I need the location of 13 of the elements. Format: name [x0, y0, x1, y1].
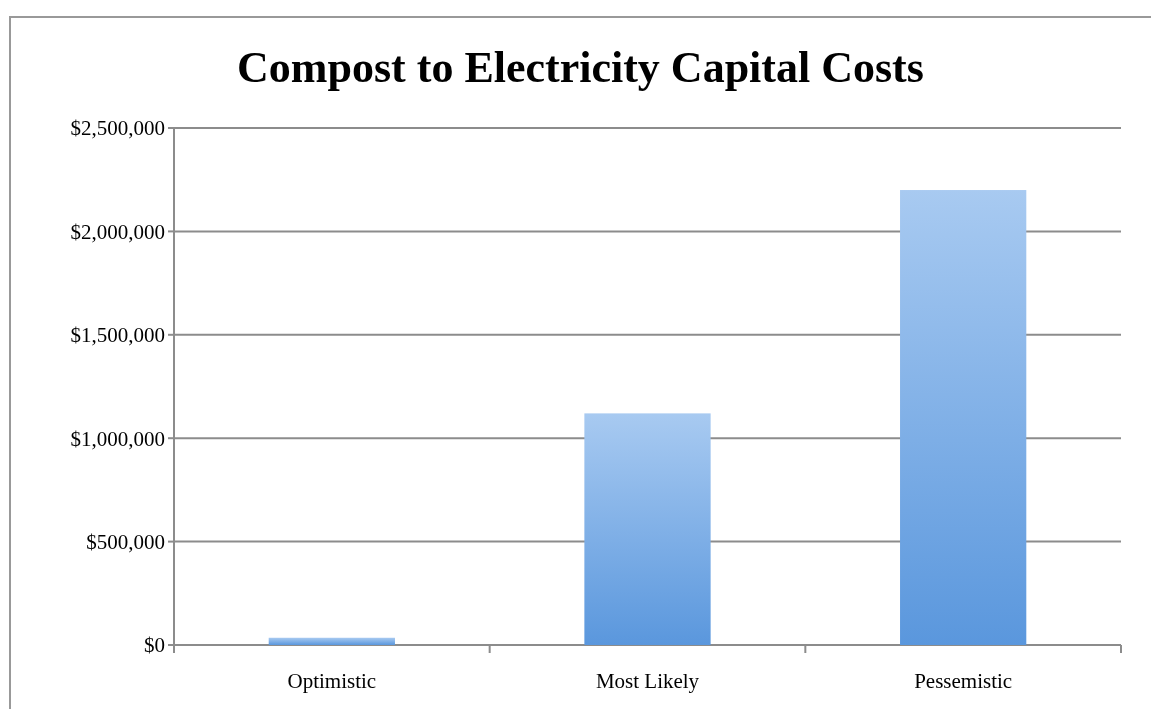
bar [584, 413, 711, 645]
y-tick-label: $1,000,000 [70, 426, 165, 451]
x-tick-label: Most Likely [595, 669, 700, 693]
bar [900, 190, 1027, 645]
chart-title: Compost to Electricity Capital Costs [237, 43, 924, 92]
y-tick-label: $500,000 [86, 529, 165, 554]
x-tick-label: Optimistic [287, 669, 377, 693]
y-tick-label: $2,500,000 [70, 116, 165, 141]
y-tick-label: $2,000,000 [70, 219, 165, 244]
y-tick-label: $1,500,000 [70, 323, 165, 348]
bar [268, 637, 395, 645]
x-tick-label: Pessemistic [914, 669, 1013, 693]
y-tick-label: $0 [144, 633, 165, 658]
